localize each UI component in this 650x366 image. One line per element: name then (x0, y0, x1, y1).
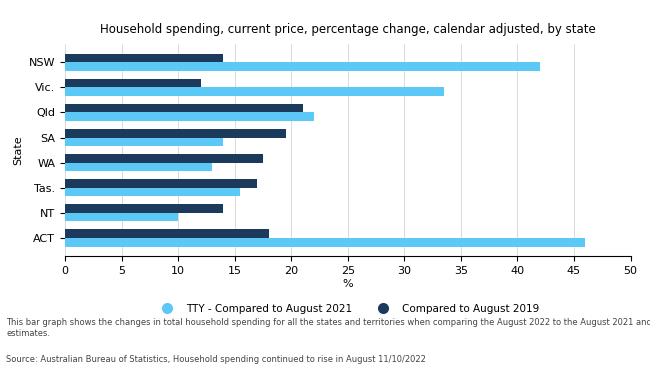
Y-axis label: State: State (13, 135, 23, 165)
Bar (65, 104, 302, 112)
Bar (65, 112, 314, 121)
X-axis label: %: % (343, 279, 353, 289)
Bar (65, 238, 585, 247)
Bar (65, 204, 224, 213)
Bar (65, 179, 257, 188)
Bar (65, 163, 212, 171)
Bar (65, 188, 240, 197)
Bar (65, 87, 444, 96)
Bar (65, 129, 285, 138)
Bar (65, 62, 540, 71)
Text: This bar graph shows the changes in total household spending for all the states : This bar graph shows the changes in tota… (6, 318, 650, 338)
Text: Source: Australian Bureau of Statistics, Household spending continued to rise in: Source: Australian Bureau of Statistics,… (6, 355, 426, 364)
Bar (65, 154, 263, 163)
Title: Household spending, current price, percentage change, calendar adjusted, by stat: Household spending, current price, perce… (100, 23, 595, 36)
Bar (65, 79, 201, 87)
Legend: TTY - Compared to August 2021, Compared to August 2019: TTY - Compared to August 2021, Compared … (152, 300, 543, 318)
Bar (65, 138, 224, 146)
Bar (65, 229, 268, 238)
Bar (65, 213, 178, 221)
Bar (65, 53, 224, 62)
